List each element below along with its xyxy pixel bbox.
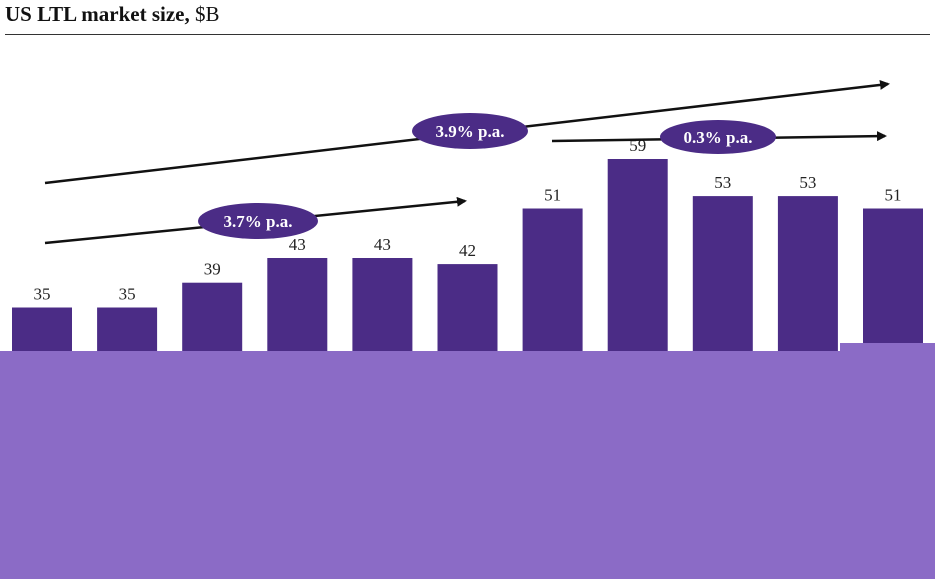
bar-value-label-9: 53	[799, 173, 816, 192]
bar-value-label-2: 39	[204, 260, 221, 279]
cagr-label-0: 3.7% p.a.	[224, 212, 293, 231]
cagr-label-2: 0.3% p.a.	[684, 128, 753, 147]
chart-title: US LTL market size, $B	[5, 2, 220, 27]
cagr-bubble-2	[660, 120, 776, 154]
bar-value-label-10: 51	[885, 186, 902, 205]
bar-value-label-4: 43	[374, 235, 391, 254]
bar-value-label-5: 42	[459, 241, 476, 260]
bar-value-label-0: 35	[34, 285, 51, 304]
overlay-panel	[0, 351, 935, 579]
bar-value-label-6: 51	[544, 186, 561, 205]
bar-value-label-8: 53	[714, 173, 731, 192]
cagr-label-1: 3.9% p.a.	[436, 122, 505, 141]
bar-value-label-3: 43	[289, 235, 306, 254]
bar-value-label-1: 35	[119, 285, 136, 304]
cagr-bubble-0	[198, 203, 318, 239]
title-divider	[5, 34, 930, 35]
overlay-panel-tab	[840, 343, 935, 352]
chart-title-unit: $B	[194, 2, 220, 26]
chart-title-main: US LTL market size,	[5, 2, 190, 26]
cagr-bubble-1	[412, 113, 528, 149]
